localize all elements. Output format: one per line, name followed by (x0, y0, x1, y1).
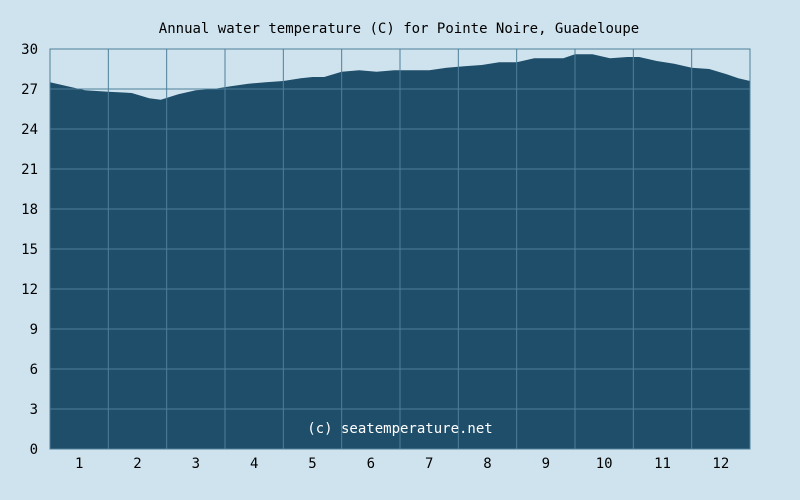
x-tick-label: 11 (654, 456, 671, 472)
x-tick-label: 12 (712, 456, 729, 472)
y-tick-label: 18 (21, 202, 38, 218)
chart-title: Annual water temperature (C) for Pointe … (159, 21, 639, 37)
y-tick-label: 21 (21, 162, 38, 178)
y-tick-label: 30 (21, 42, 38, 58)
y-tick-label: 27 (21, 82, 38, 98)
y-tick-label: 3 (30, 402, 38, 418)
x-tick-label: 2 (133, 456, 141, 472)
y-axis-ticks: 0 3 6 9 12 15 18 21 24 27 30 (21, 42, 38, 458)
x-tick-label: 8 (483, 456, 491, 472)
plot-border (49, 48, 751, 450)
y-tick-label: 9 (30, 322, 38, 338)
x-tick-label: 5 (308, 456, 316, 472)
y-tick-label: 12 (21, 282, 38, 298)
y-tick-label: 15 (21, 242, 38, 258)
gridlines (49, 48, 751, 450)
x-tick-label: 1 (75, 456, 83, 472)
x-tick-label: 9 (542, 456, 550, 472)
x-tick-label: 10 (596, 456, 613, 472)
x-tick-label: 3 (192, 456, 200, 472)
x-axis-ticks: 1 2 3 4 5 6 7 8 9 10 11 12 (75, 456, 729, 472)
y-tick-label: 6 (30, 362, 38, 378)
x-tick-label: 6 (367, 456, 375, 472)
y-tick-label: 24 (21, 122, 38, 138)
x-tick-label: 7 (425, 456, 433, 472)
x-tick-label: 4 (250, 456, 258, 472)
watermark: (c) seatemperature.net (307, 421, 492, 437)
y-tick-label: 0 (30, 442, 38, 458)
